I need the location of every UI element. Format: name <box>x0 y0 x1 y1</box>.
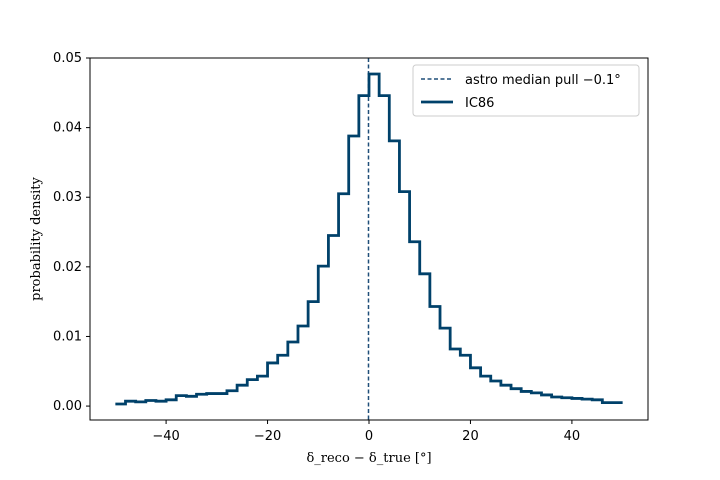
x-tick-label: 20 <box>462 429 479 444</box>
x-tick-label: 40 <box>564 429 581 444</box>
x-axis-label: δ_reco − δ_true [°] <box>306 451 431 466</box>
y-axis-ticks: 0.00 0.01 0.02 0.03 0.04 0.05 <box>53 51 90 414</box>
x-tick-label: −20 <box>254 429 281 444</box>
y-tick-label: 0.05 <box>53 51 82 66</box>
legend-median-label: astro median pull −0.1° <box>465 73 621 88</box>
legend-box <box>412 64 640 117</box>
legend-series-label: IC86 <box>465 96 494 111</box>
legend: astro median pull −0.1° IC86 <box>412 64 640 117</box>
plot-frame <box>89 57 649 421</box>
series-ic86-step-line <box>115 72 623 406</box>
y-tick-label: 0.01 <box>53 329 82 344</box>
x-tick-label: −40 <box>152 429 179 444</box>
y-tick-label: 0.03 <box>53 190 82 205</box>
y-tick-label: 0.04 <box>53 121 82 136</box>
y-tick-label: 0.00 <box>53 399 82 414</box>
x-axis-ticks: −40 −20 0 20 40 <box>152 420 580 444</box>
x-tick-label: 0 <box>365 429 373 444</box>
y-axis-label: probability density <box>29 176 44 300</box>
y-tick-label: 0.02 <box>53 260 82 275</box>
